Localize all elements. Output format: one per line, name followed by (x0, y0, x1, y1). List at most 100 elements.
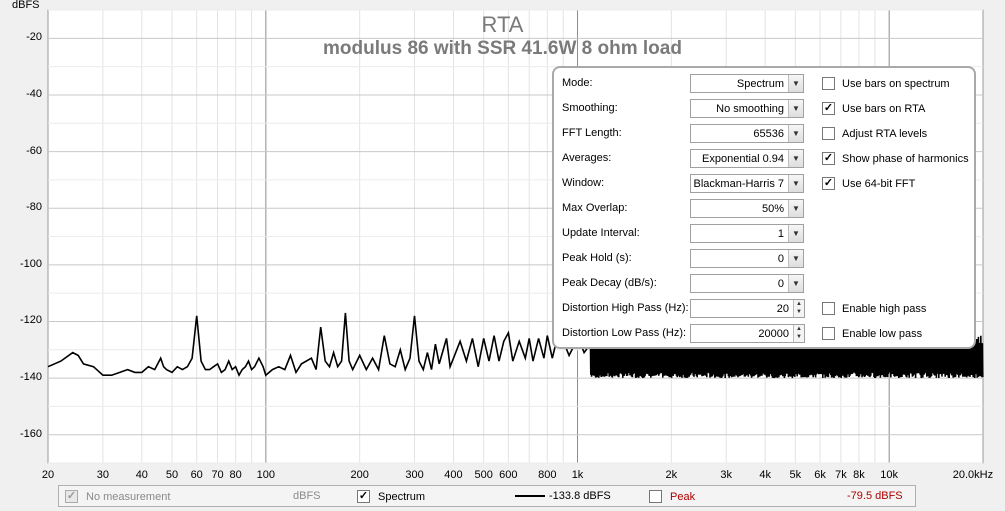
x-tick-label: 2k (665, 469, 678, 481)
legend-no-measurement[interactable]: ✓ No measurement (65, 490, 170, 503)
option-checkbox[interactable]: Adjust RTA levels (822, 127, 927, 140)
spectrum-swatch-line (515, 495, 545, 497)
chevron-down-icon[interactable]: ▼ (788, 275, 803, 292)
checkbox-box[interactable] (822, 302, 835, 315)
rta-settings-panel: Mode: Spectrum ▼ Smoothing: No smoothing ▼ FFT… (552, 66, 976, 349)
y-tick-label: -60 (26, 144, 42, 157)
checkbox-box[interactable] (822, 127, 835, 140)
setting-value: Blackman-Harris 7 (693, 177, 784, 190)
setting-label: Max Overlap: (562, 202, 628, 214)
x-tick-label: 40 (135, 469, 148, 481)
setting-dropdown[interactable]: 50% ▼ (690, 199, 804, 218)
option-checkbox[interactable]: ✓ Use 64-bit FFT (822, 177, 915, 190)
x-tick-label: 4k (759, 469, 771, 481)
y-tick-label: -100 (19, 257, 42, 270)
chevron-down-icon[interactable]: ▼ (788, 100, 803, 117)
option-checkbox[interactable]: ✓ Use bars on RTA (822, 102, 925, 115)
setting-label: Distortion Low Pass (Hz): (562, 327, 687, 339)
setting-label: Smoothing: (562, 102, 618, 114)
checkbox-box[interactable] (822, 327, 835, 340)
peak-label: Peak (670, 490, 696, 503)
y-tick-label: -120 (19, 314, 42, 327)
setting-dropdown[interactable]: 1 ▼ (690, 224, 804, 243)
peak-value: -79.5 dBFS (847, 490, 903, 502)
checkbox-box[interactable]: ✓ (822, 152, 835, 165)
checkbox-box[interactable]: ✓ (822, 177, 835, 190)
setting-dropdown[interactable]: Spectrum ▼ (690, 74, 804, 93)
checkbox-label: Use bars on RTA (842, 102, 926, 115)
checkbox-box[interactable] (822, 77, 835, 90)
x-tick-label: 800 (538, 469, 557, 481)
spectrum-checkbox[interactable]: ✓ (357, 490, 370, 503)
x-tick-label: 30 (96, 469, 109, 481)
x-tick-label: 50 (165, 469, 179, 481)
no-measurement-label: No measurement (86, 490, 171, 503)
setting-dropdown[interactable]: Exponential 0.94 ▼ (690, 149, 804, 168)
setting-value: Spectrum (736, 77, 784, 90)
no-measurement-unit: dBFS (293, 490, 321, 502)
option-checkbox[interactable]: ✓ Show phase of harmonics (822, 152, 969, 165)
y-tick-label: -20 (26, 31, 42, 44)
x-tick-label: 600 (499, 469, 518, 481)
setting-value: 1 (777, 227, 784, 240)
y-tick-label: -160 (19, 427, 42, 440)
setting-label: Peak Hold (s): (562, 252, 632, 264)
no-measurement-checkbox[interactable]: ✓ (65, 490, 78, 503)
setting-label: FFT Length: (562, 127, 622, 139)
spinner-arrows-icon[interactable]: ▲ ▼ (793, 325, 804, 342)
chevron-down-icon[interactable]: ▼ (788, 75, 803, 92)
y-tick-label: -140 (19, 371, 42, 384)
x-tick-label: 70 (211, 469, 224, 481)
filter-checkbox[interactable]: Enable low pass (822, 327, 922, 340)
setting-spinner[interactable]: 20000 ▲ ▼ (690, 324, 805, 343)
option-checkbox[interactable]: Use bars on spectrum (822, 77, 950, 90)
legend-spectrum[interactable]: ✓ Spectrum (357, 490, 425, 503)
setting-value: 0 (777, 252, 784, 265)
chevron-down-icon[interactable]: ▼ (788, 250, 803, 267)
setting-spinner[interactable]: 20 ▲ ▼ (690, 299, 805, 318)
filter-checkbox[interactable]: Enable high pass (822, 302, 926, 315)
spectrum-label: Spectrum (378, 490, 426, 503)
x-tick-label: 7k (835, 469, 847, 481)
peak-checkbox[interactable] (649, 490, 662, 503)
setting-label: Mode: (562, 77, 593, 89)
setting-dropdown[interactable]: 65536 ▼ (690, 124, 804, 143)
checkbox-label: Enable low pass (842, 327, 923, 340)
y-tick-label: -80 (26, 201, 42, 214)
chevron-down-icon[interactable]: ▼ (788, 225, 803, 242)
x-tick-label: 1k (571, 469, 584, 481)
spectrum-swatch-line-row: -133.8 dBFS (515, 490, 611, 502)
x-tick-label: 20 (41, 469, 55, 481)
setting-dropdown[interactable]: No smoothing ▼ (690, 99, 804, 118)
chart-title: RTA (481, 12, 524, 37)
x-tick-label: 200 (350, 469, 369, 481)
x-tick-label: 60 (190, 469, 203, 481)
chart-subtitle: modulus 86 with SSR 41.6W 8 ohm load (323, 38, 682, 59)
setting-value: Exponential 0.94 (702, 152, 784, 165)
setting-dropdown[interactable]: 0 ▼ (690, 274, 804, 293)
checkbox-label: Enable high pass (842, 302, 927, 315)
setting-label: Averages: (562, 152, 612, 164)
setting-label: Distortion High Pass (Hz): (562, 302, 689, 314)
x-tick-label: 5k (789, 469, 802, 481)
chevron-down-icon[interactable]: ▼ (788, 200, 803, 217)
chevron-down-icon[interactable]: ▼ (788, 175, 803, 192)
legend-peak[interactable]: Peak (649, 490, 695, 503)
setting-dropdown[interactable]: 0 ▼ (690, 249, 804, 268)
setting-value: 20 (776, 302, 789, 315)
x-tick-label: 10k (880, 469, 899, 481)
y-tick-label: -40 (26, 87, 42, 100)
setting-dropdown[interactable]: Blackman-Harris 7 ▼ (690, 174, 804, 193)
chevron-down-icon[interactable]: ▼ (788, 150, 803, 167)
setting-label: Peak Decay (dB/s): (562, 277, 657, 289)
y-axis-unit: dBFS (12, 0, 40, 11)
x-tick-label: 80 (229, 469, 242, 481)
setting-value: 50% (761, 202, 784, 215)
x-tick-label: 500 (474, 469, 493, 481)
spinner-arrows-icon[interactable]: ▲ ▼ (793, 300, 804, 317)
setting-value: No smoothing (716, 102, 784, 115)
x-tick-label: 300 (405, 469, 424, 481)
setting-label: Window: (562, 177, 605, 189)
checkbox-box[interactable]: ✓ (822, 102, 835, 115)
chevron-down-icon[interactable]: ▼ (788, 125, 803, 142)
